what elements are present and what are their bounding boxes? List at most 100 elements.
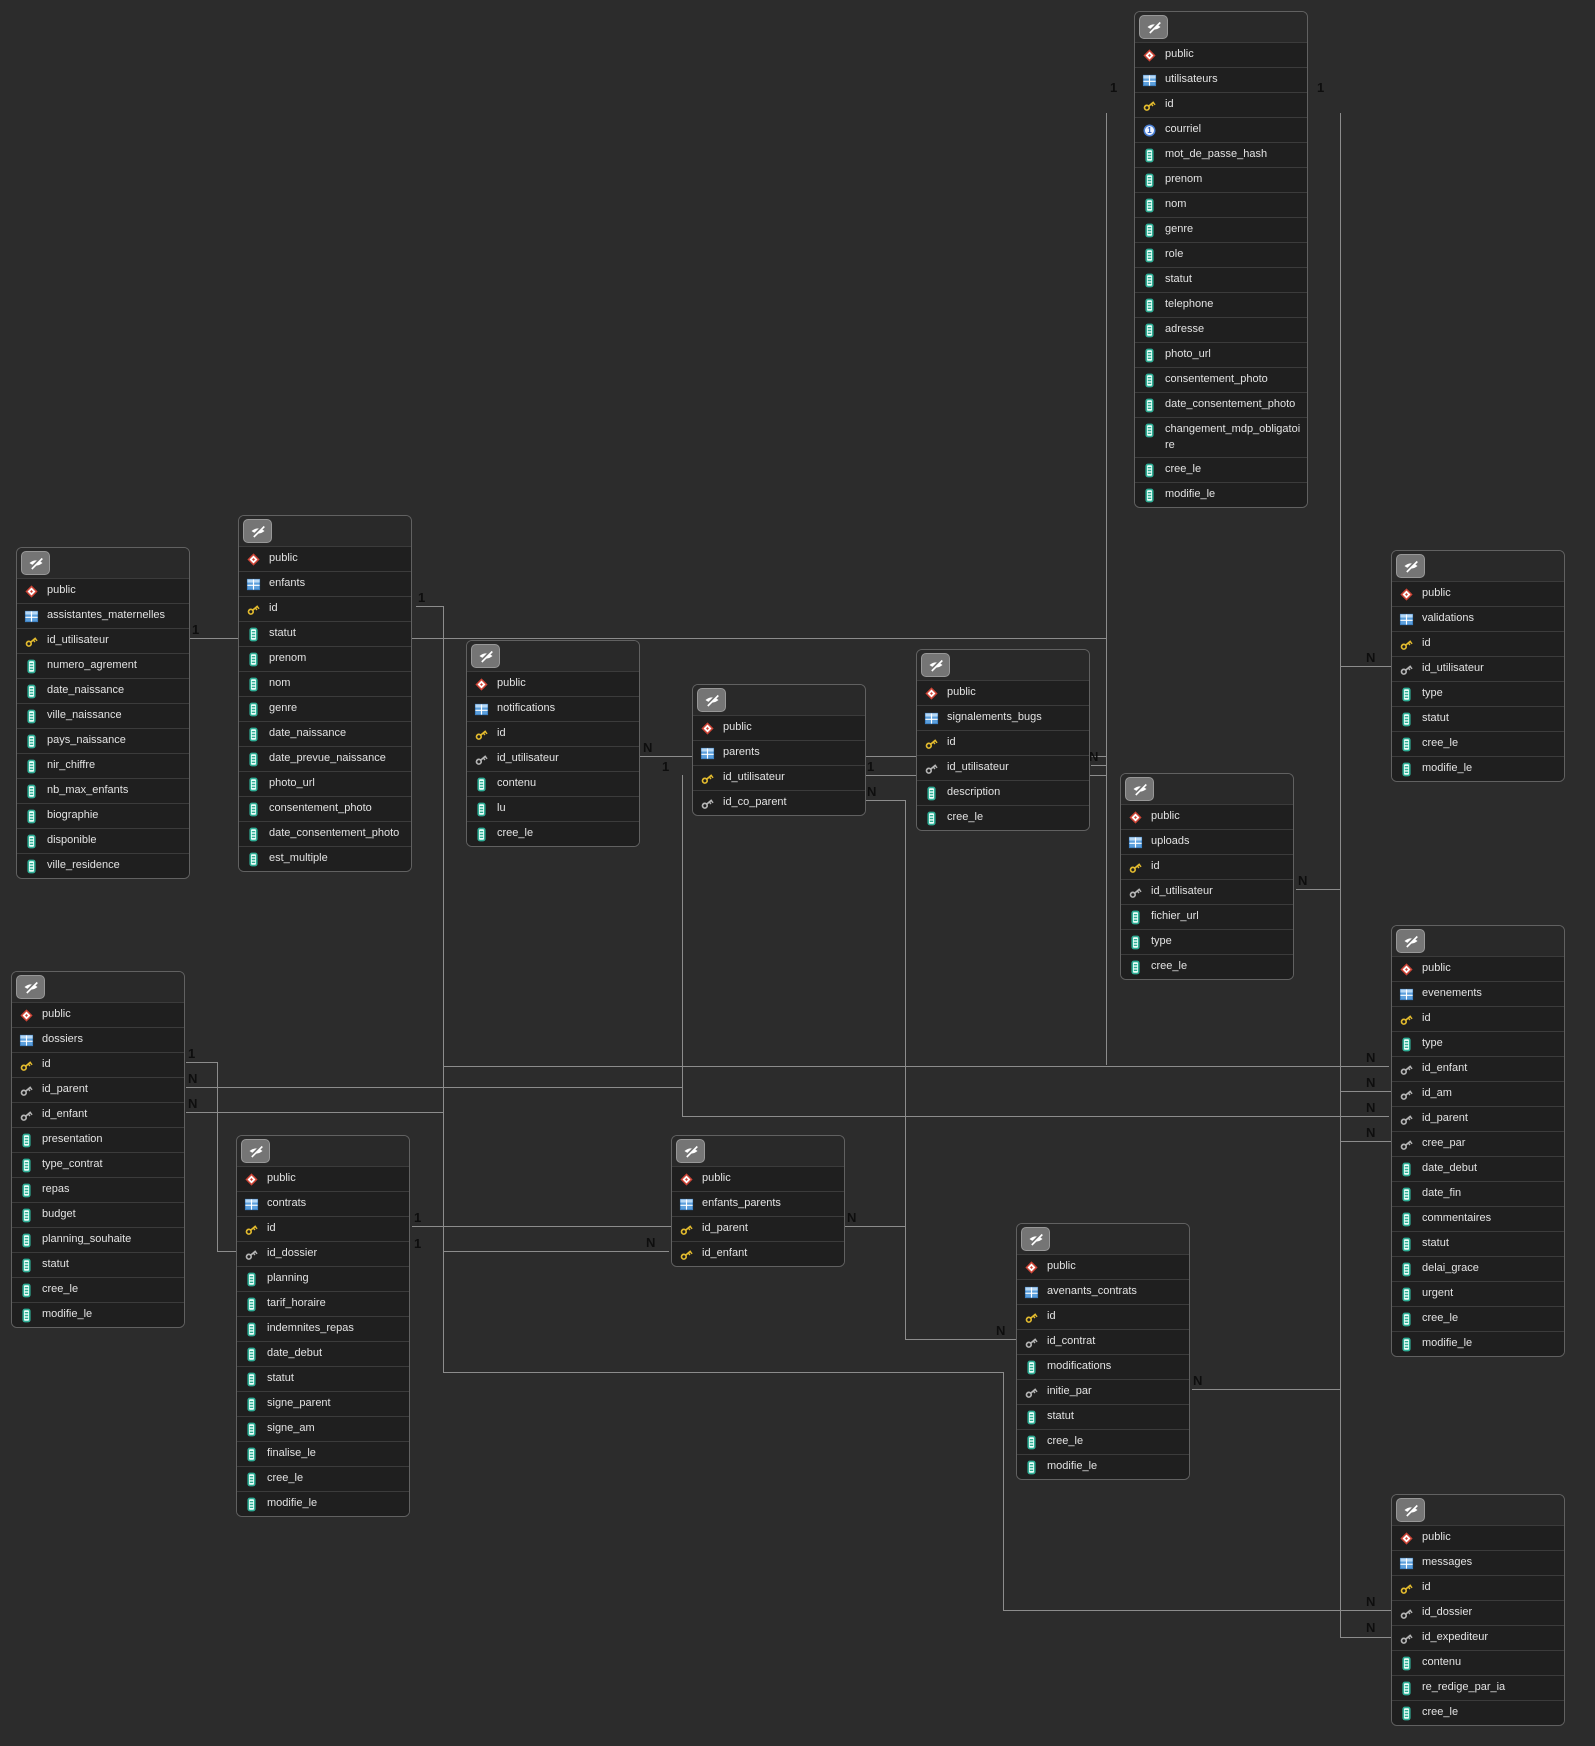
field-row-cree_par[interactable]: cree_par bbox=[1392, 1131, 1564, 1156]
field-row-id[interactable]: id bbox=[1121, 854, 1293, 879]
schema-row[interactable]: public bbox=[467, 671, 639, 696]
field-row-indemnites_repas[interactable]: indemnites_repas bbox=[237, 1316, 409, 1341]
field-row-id_enfant[interactable]: id_enfant bbox=[1392, 1056, 1564, 1081]
field-row-delai_grace[interactable]: delai_grace bbox=[1392, 1256, 1564, 1281]
field-row-budget[interactable]: budget bbox=[12, 1202, 184, 1227]
field-row-re_redige_par_ia[interactable]: re_redige_par_ia bbox=[1392, 1675, 1564, 1700]
field-row-date_debut[interactable]: date_debut bbox=[237, 1341, 409, 1366]
table-name-row[interactable]: validations bbox=[1392, 606, 1564, 631]
table-enfants_parents[interactable]: public enfants_parents id_parent id_enfant bbox=[671, 1135, 845, 1267]
table-enfants[interactable]: public enfants id statut prenom nom genre date_… bbox=[238, 515, 412, 872]
field-row-consentement_photo[interactable]: consentement_photo bbox=[1135, 367, 1307, 392]
field-row-urgent[interactable]: urgent bbox=[1392, 1281, 1564, 1306]
field-row-type[interactable]: type bbox=[1392, 681, 1564, 706]
field-row-id[interactable]: id bbox=[467, 721, 639, 746]
field-row-id_utilisateur[interactable]: id_utilisateur bbox=[1392, 656, 1564, 681]
field-row-planning_souhaite[interactable]: planning_souhaite bbox=[12, 1227, 184, 1252]
field-row-numero_agrement[interactable]: numero_agrement bbox=[17, 653, 189, 678]
schema-row[interactable]: public bbox=[1135, 42, 1307, 67]
field-row-ville_naissance[interactable]: ville_naissance bbox=[17, 703, 189, 728]
schema-row[interactable]: public bbox=[1017, 1254, 1189, 1279]
field-row-id[interactable]: id bbox=[239, 596, 411, 621]
field-row-cree_le[interactable]: cree_le bbox=[917, 805, 1089, 830]
field-row-cree_le[interactable]: cree_le bbox=[237, 1466, 409, 1491]
field-row-cree_le[interactable]: cree_le bbox=[1135, 456, 1307, 482]
visibility-toggle-button[interactable] bbox=[1396, 929, 1425, 953]
table-name-row[interactable]: parents bbox=[693, 740, 865, 765]
table-header[interactable] bbox=[1392, 1495, 1564, 1525]
field-row-initie_par[interactable]: initie_par bbox=[1017, 1379, 1189, 1404]
field-row-statut[interactable]: statut bbox=[1392, 1231, 1564, 1256]
visibility-toggle-button[interactable] bbox=[921, 653, 950, 677]
field-row-repas[interactable]: repas bbox=[12, 1177, 184, 1202]
field-row-cree_le[interactable]: cree_le bbox=[1392, 1306, 1564, 1331]
table-dossiers[interactable]: public dossiers id id_parent id_enfant presen… bbox=[11, 971, 185, 1328]
visibility-toggle-button[interactable] bbox=[1396, 1498, 1425, 1522]
field-row-id_am[interactable]: id_am bbox=[1392, 1081, 1564, 1106]
schema-row[interactable]: public bbox=[1121, 804, 1293, 829]
field-row-telephone[interactable]: telephone bbox=[1135, 292, 1307, 317]
table-header[interactable] bbox=[467, 641, 639, 671]
field-row-nir_chiffre[interactable]: nir_chiffre bbox=[17, 753, 189, 778]
table-header[interactable] bbox=[239, 516, 411, 546]
field-row-fichier_url[interactable]: fichier_url bbox=[1121, 904, 1293, 929]
field-row-prenom[interactable]: prenom bbox=[1135, 167, 1307, 192]
field-row-id_utilisateur[interactable]: id_utilisateur bbox=[693, 765, 865, 790]
field-row-id_parent[interactable]: id_parent bbox=[1392, 1106, 1564, 1131]
table-name-row[interactable]: utilisateurs bbox=[1135, 67, 1307, 92]
field-row-type[interactable]: type bbox=[1121, 929, 1293, 954]
field-row-modifie_le[interactable]: modifie_le bbox=[237, 1491, 409, 1516]
field-row-date_consentement_photo[interactable]: date_consentement_photo bbox=[239, 821, 411, 846]
field-row-id_parent[interactable]: id_parent bbox=[672, 1216, 844, 1241]
field-row-id_enfant[interactable]: id_enfant bbox=[672, 1241, 844, 1266]
visibility-toggle-button[interactable] bbox=[1139, 15, 1168, 39]
field-row-cree_le[interactable]: cree_le bbox=[1392, 731, 1564, 756]
table-header[interactable] bbox=[12, 972, 184, 1002]
table-name-row[interactable]: evenements bbox=[1392, 981, 1564, 1006]
table-name-row[interactable]: notifications bbox=[467, 696, 639, 721]
field-row-id_dossier[interactable]: id_dossier bbox=[1392, 1600, 1564, 1625]
schema-row[interactable]: public bbox=[693, 715, 865, 740]
table-name-row[interactable]: dossiers bbox=[12, 1027, 184, 1052]
table-uploads[interactable]: public uploads id id_utilisateur fichier_url… bbox=[1120, 773, 1294, 980]
field-row-signe_parent[interactable]: signe_parent bbox=[237, 1391, 409, 1416]
field-row-date_fin[interactable]: date_fin bbox=[1392, 1181, 1564, 1206]
table-header[interactable] bbox=[1017, 1224, 1189, 1254]
field-row-genre[interactable]: genre bbox=[239, 696, 411, 721]
field-row-statut[interactable]: statut bbox=[1017, 1404, 1189, 1429]
field-row-presentation[interactable]: presentation bbox=[12, 1127, 184, 1152]
field-row-prenom[interactable]: prenom bbox=[239, 646, 411, 671]
schema-row[interactable]: public bbox=[1392, 956, 1564, 981]
table-signalements_bugs[interactable]: public signalements_bugs id id_utilisateur d… bbox=[916, 649, 1090, 831]
field-row-id_utilisateur[interactable]: id_utilisateur bbox=[17, 628, 189, 653]
schema-row[interactable]: public bbox=[17, 578, 189, 603]
field-row-id[interactable]: id bbox=[1392, 1006, 1564, 1031]
field-row-modifie_le[interactable]: modifie_le bbox=[1392, 756, 1564, 781]
table-header[interactable] bbox=[917, 650, 1089, 680]
field-row-courriel[interactable]: 1 courriel bbox=[1135, 117, 1307, 142]
schema-row[interactable]: public bbox=[672, 1166, 844, 1191]
table-header[interactable] bbox=[1121, 774, 1293, 804]
visibility-toggle-button[interactable] bbox=[243, 519, 272, 543]
table-header[interactable] bbox=[1392, 551, 1564, 581]
schema-row[interactable]: public bbox=[239, 546, 411, 571]
field-row-modifie_le[interactable]: modifie_le bbox=[1017, 1454, 1189, 1479]
field-row-contenu[interactable]: contenu bbox=[1392, 1650, 1564, 1675]
field-row-nom[interactable]: nom bbox=[239, 671, 411, 696]
field-row-adresse[interactable]: adresse bbox=[1135, 317, 1307, 342]
table-name-row[interactable]: assistantes_maternelles bbox=[17, 603, 189, 628]
visibility-toggle-button[interactable] bbox=[471, 644, 500, 668]
field-row-statut[interactable]: statut bbox=[237, 1366, 409, 1391]
visibility-toggle-button[interactable] bbox=[21, 551, 50, 575]
field-row-tarif_horaire[interactable]: tarif_horaire bbox=[237, 1291, 409, 1316]
visibility-toggle-button[interactable] bbox=[1021, 1227, 1050, 1251]
field-row-id_expediteur[interactable]: id_expediteur bbox=[1392, 1625, 1564, 1650]
field-row-genre[interactable]: genre bbox=[1135, 217, 1307, 242]
field-row-id[interactable]: id bbox=[917, 730, 1089, 755]
field-row-id_contrat[interactable]: id_contrat bbox=[1017, 1329, 1189, 1354]
field-row-id[interactable]: id bbox=[1392, 631, 1564, 656]
field-row-id_utilisateur[interactable]: id_utilisateur bbox=[467, 746, 639, 771]
field-row-cree_le[interactable]: cree_le bbox=[1392, 1700, 1564, 1725]
field-row-cree_le[interactable]: cree_le bbox=[1121, 954, 1293, 979]
field-row-pays_naissance[interactable]: pays_naissance bbox=[17, 728, 189, 753]
